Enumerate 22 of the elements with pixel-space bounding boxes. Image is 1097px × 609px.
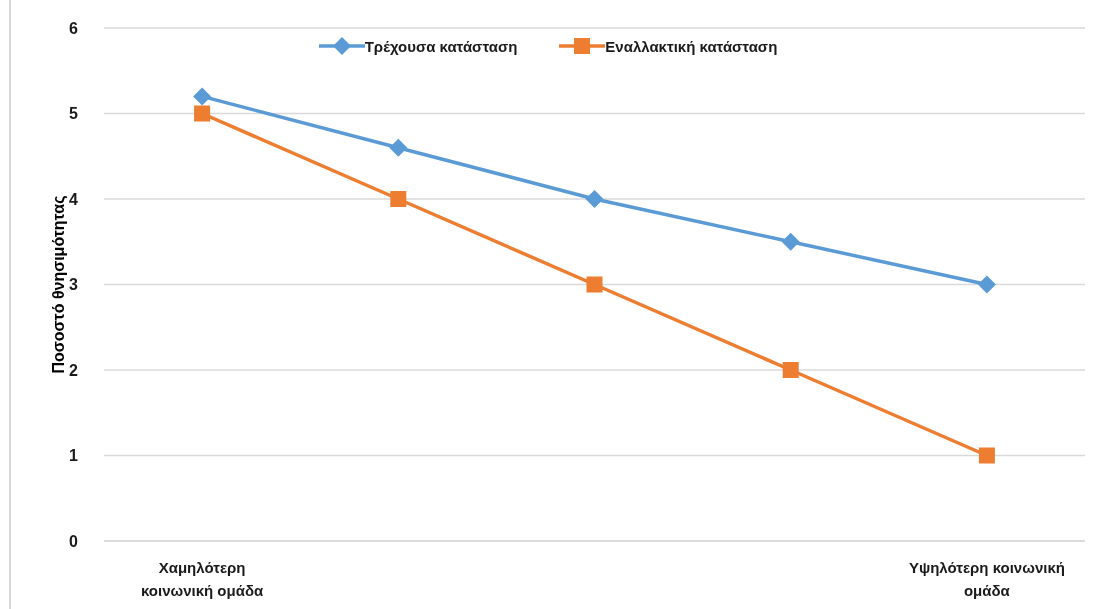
- legend-label: Τρέχουσα κατάσταση: [364, 37, 518, 55]
- y-tick-label: 6: [69, 19, 79, 37]
- y-tick-label: 2: [69, 361, 79, 379]
- y-axis-title: Ποσοστό θνησιμότητας: [49, 195, 68, 374]
- y-tick-label: 1: [69, 447, 79, 465]
- x-tick-label: Χαμηλότερη κοινωνική ομάδα: [140, 559, 265, 599]
- y-tick-label: 3: [69, 276, 79, 294]
- point: [390, 191, 407, 207]
- point: [978, 447, 995, 464]
- point: [782, 362, 799, 378]
- y-tick-label: 5: [69, 105, 79, 123]
- x-tick-label: Υψηλότερη κοινωνική ομάδα: [908, 559, 1065, 599]
- y-tick-label: 4: [69, 190, 79, 208]
- point: [586, 276, 603, 293]
- point: [781, 232, 800, 251]
- legend-label: Εναλλακτική κατάσταση: [605, 37, 778, 55]
- point: [977, 275, 996, 294]
- point: [193, 87, 212, 106]
- point: [389, 138, 408, 157]
- point: [585, 190, 604, 208]
- y-tick-label: 0: [69, 532, 79, 550]
- point: [194, 105, 211, 122]
